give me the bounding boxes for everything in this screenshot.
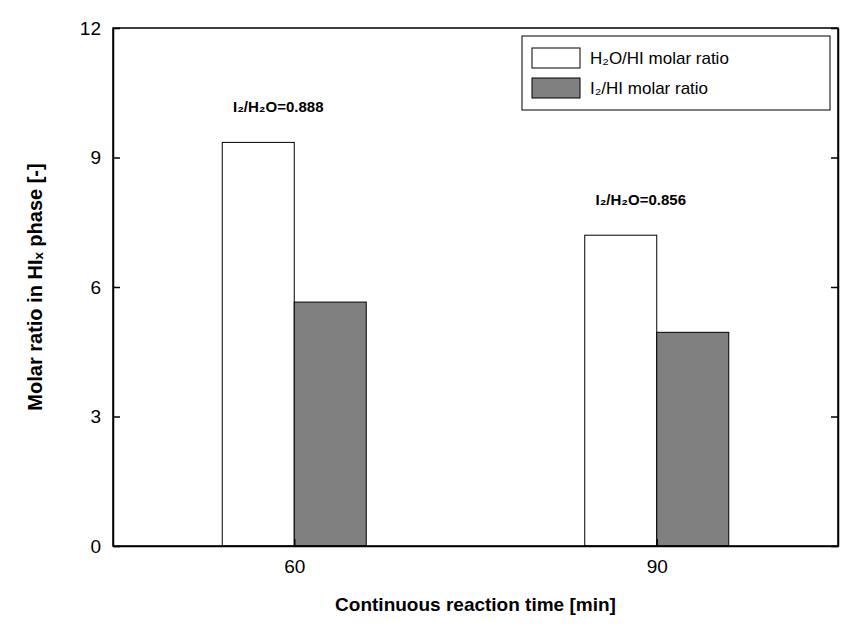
annotation: I₂/H₂O=0.888 [233, 98, 323, 115]
x-tick-label: 60 [284, 556, 305, 577]
y-tick-right [831, 287, 838, 288]
y-tick-mark [113, 416, 120, 418]
y-tick: 12 [80, 18, 120, 39]
y-tick-label: 0 [90, 536, 101, 557]
legend-swatch [532, 48, 580, 68]
y-tick-mark [831, 287, 838, 289]
legend-box [522, 36, 830, 110]
plot: 0 3 6 9 12 60 90 I₂/H₂O=0.888 I₂/H₂O=0.856 H₂O/HI… [80, 18, 839, 578]
x-tick-mark [657, 539, 659, 546]
plot-frame [113, 28, 838, 546]
y-tick-mark [113, 28, 120, 30]
y-tick-label: 6 [90, 277, 101, 298]
y-axis-right [831, 29, 839, 547]
y-tick: 9 [90, 147, 120, 168]
y-axis-title: Molar ratio in HIₓ phase [-] [24, 163, 46, 410]
y-tick-label: 3 [90, 406, 101, 427]
bar [585, 235, 657, 546]
x-axis-line [114, 546, 839, 548]
chart: 0 3 6 9 12 60 90 I₂/H₂O=0.888 I₂/H₂O=0.856 H₂O/HI… [0, 0, 853, 633]
y-tick-label: 12 [80, 18, 101, 39]
bar [294, 302, 366, 546]
x-tick: 90 [647, 539, 668, 577]
y-tick-mark [831, 416, 838, 418]
y-tick-label: 9 [90, 147, 101, 168]
legend-label: I₂/HI molar ratio [590, 79, 708, 98]
legend: H₂O/HI molar ratio I₂/HI molar ratio [522, 36, 830, 110]
y-tick-mark [113, 287, 120, 289]
y-tick: 3 [90, 406, 120, 427]
y-axis: 0 3 6 9 12 [80, 18, 120, 557]
y-tick-right [831, 158, 838, 159]
x-axis-title: Continuous reaction time [min] [335, 594, 616, 615]
bar [657, 332, 729, 546]
y-tick: 6 [90, 277, 120, 298]
x-tick-mark [294, 539, 296, 546]
legend-swatch [532, 78, 580, 98]
y-tick-mark [831, 157, 838, 159]
y-tick-mark [113, 157, 120, 159]
legend-label: H₂O/HI molar ratio [590, 49, 729, 68]
y-tick-right [831, 28, 838, 29]
y-tick-right [831, 417, 838, 418]
x-tick-label: 90 [647, 556, 668, 577]
bars [222, 142, 729, 546]
x-axis: 60 90 [114, 539, 839, 577]
annotation: I₂/H₂O=0.856 [596, 191, 686, 208]
x-tick: 60 [284, 539, 305, 577]
y-tick-mark [831, 28, 838, 30]
bar [222, 142, 294, 546]
